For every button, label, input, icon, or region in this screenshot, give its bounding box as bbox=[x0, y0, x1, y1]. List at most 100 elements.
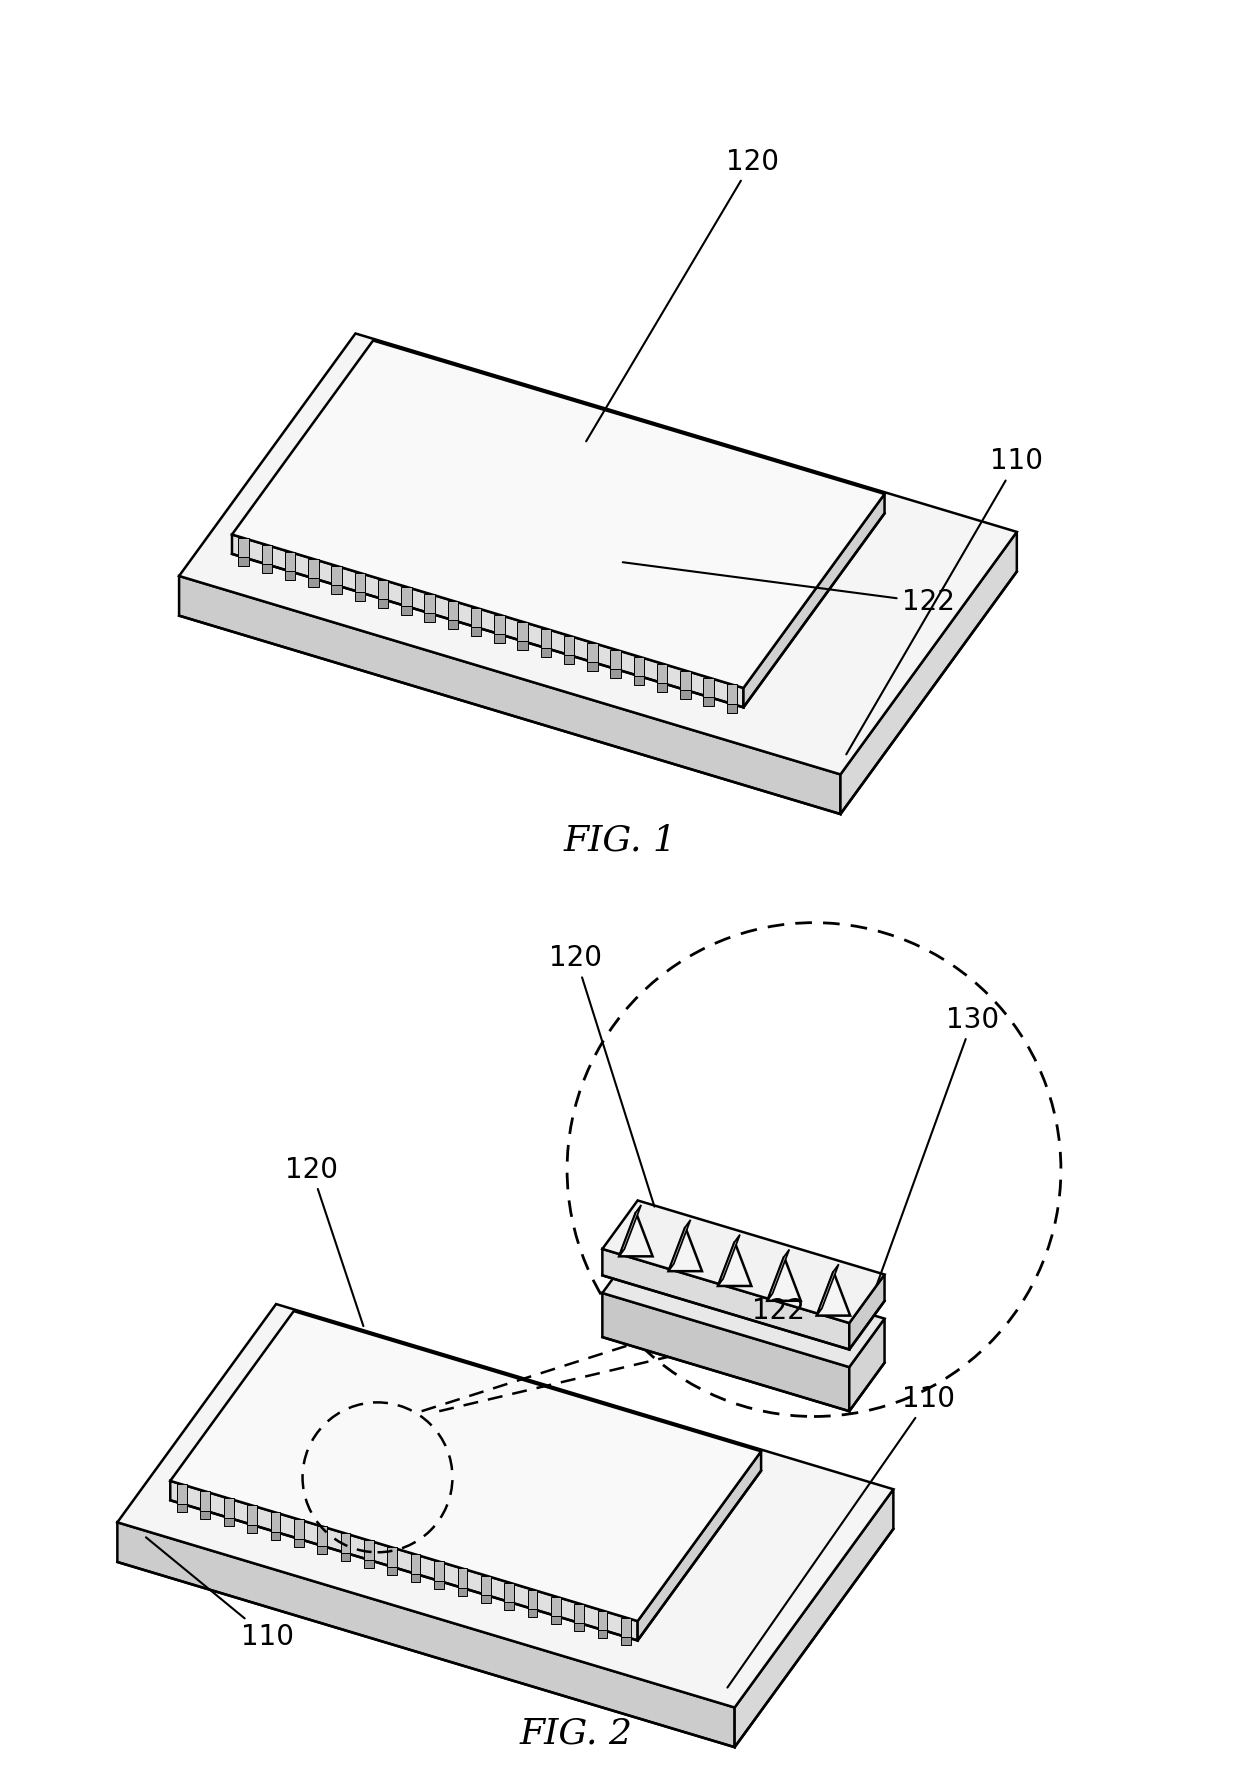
Polygon shape bbox=[603, 1249, 849, 1350]
Polygon shape bbox=[247, 1506, 257, 1524]
Polygon shape bbox=[680, 689, 691, 698]
Text: 110: 110 bbox=[728, 1386, 955, 1687]
Polygon shape bbox=[551, 1616, 560, 1623]
Polygon shape bbox=[201, 1492, 210, 1512]
Polygon shape bbox=[668, 1219, 691, 1271]
Polygon shape bbox=[179, 333, 1017, 774]
Polygon shape bbox=[841, 532, 1017, 813]
Polygon shape bbox=[365, 1559, 373, 1568]
Polygon shape bbox=[768, 1249, 790, 1301]
Polygon shape bbox=[238, 558, 249, 567]
Polygon shape bbox=[734, 1488, 893, 1747]
Polygon shape bbox=[621, 1637, 631, 1644]
Polygon shape bbox=[718, 1242, 751, 1286]
Polygon shape bbox=[637, 1451, 761, 1641]
Polygon shape bbox=[494, 615, 505, 634]
Polygon shape bbox=[331, 585, 342, 594]
Polygon shape bbox=[471, 608, 481, 627]
Polygon shape bbox=[308, 558, 319, 578]
Polygon shape bbox=[564, 636, 574, 656]
Polygon shape bbox=[471, 627, 481, 636]
Polygon shape bbox=[517, 641, 528, 650]
Polygon shape bbox=[410, 1554, 420, 1574]
Polygon shape bbox=[448, 620, 458, 629]
Text: 120: 120 bbox=[549, 944, 655, 1207]
Polygon shape bbox=[703, 677, 714, 696]
Polygon shape bbox=[680, 670, 691, 689]
Polygon shape bbox=[262, 546, 272, 565]
Polygon shape bbox=[355, 572, 365, 592]
Polygon shape bbox=[365, 1540, 373, 1559]
Polygon shape bbox=[587, 663, 598, 672]
Polygon shape bbox=[424, 613, 435, 622]
Text: 120: 120 bbox=[587, 147, 779, 441]
Polygon shape bbox=[434, 1581, 444, 1589]
Polygon shape bbox=[541, 649, 551, 657]
Polygon shape bbox=[224, 1499, 233, 1519]
Text: 130: 130 bbox=[877, 1006, 999, 1285]
Polygon shape bbox=[564, 656, 574, 664]
Polygon shape bbox=[505, 1582, 513, 1602]
Polygon shape bbox=[619, 1212, 652, 1256]
Polygon shape bbox=[170, 1311, 761, 1621]
Polygon shape bbox=[505, 1602, 513, 1609]
Polygon shape bbox=[118, 1304, 893, 1708]
Polygon shape bbox=[598, 1611, 608, 1630]
Polygon shape bbox=[270, 1531, 280, 1540]
Polygon shape bbox=[341, 1533, 351, 1552]
Text: 120: 120 bbox=[285, 1155, 363, 1325]
Polygon shape bbox=[308, 578, 319, 587]
Polygon shape bbox=[294, 1538, 304, 1547]
Polygon shape bbox=[744, 494, 884, 707]
Polygon shape bbox=[703, 696, 714, 705]
Polygon shape bbox=[285, 551, 295, 571]
Polygon shape bbox=[232, 535, 744, 707]
Polygon shape bbox=[424, 594, 435, 613]
Polygon shape bbox=[621, 1618, 631, 1637]
Text: FIG. 2: FIG. 2 bbox=[520, 1717, 632, 1751]
Text: 122: 122 bbox=[753, 1297, 805, 1325]
Polygon shape bbox=[224, 1519, 233, 1526]
Polygon shape bbox=[387, 1547, 397, 1566]
Polygon shape bbox=[355, 592, 365, 601]
Polygon shape bbox=[849, 1318, 884, 1411]
Polygon shape bbox=[727, 684, 737, 703]
Polygon shape bbox=[768, 1256, 801, 1301]
Polygon shape bbox=[481, 1595, 491, 1604]
Polygon shape bbox=[177, 1504, 187, 1512]
Polygon shape bbox=[610, 670, 621, 679]
Polygon shape bbox=[401, 587, 412, 606]
Polygon shape bbox=[481, 1575, 491, 1595]
Polygon shape bbox=[551, 1597, 560, 1616]
Polygon shape bbox=[179, 576, 841, 813]
Polygon shape bbox=[849, 1274, 884, 1350]
Polygon shape bbox=[603, 1200, 884, 1324]
Polygon shape bbox=[458, 1568, 467, 1588]
Polygon shape bbox=[718, 1235, 740, 1286]
Text: 110: 110 bbox=[146, 1538, 294, 1652]
Polygon shape bbox=[341, 1552, 351, 1561]
Polygon shape bbox=[294, 1519, 304, 1538]
Polygon shape bbox=[668, 1226, 702, 1271]
Polygon shape bbox=[817, 1263, 838, 1315]
Polygon shape bbox=[118, 1522, 734, 1747]
Polygon shape bbox=[285, 571, 295, 579]
Polygon shape bbox=[528, 1589, 537, 1609]
Polygon shape bbox=[170, 1481, 637, 1641]
Text: 122: 122 bbox=[622, 562, 955, 617]
Polygon shape bbox=[528, 1609, 537, 1616]
Polygon shape bbox=[610, 650, 621, 670]
Polygon shape bbox=[657, 682, 667, 691]
Polygon shape bbox=[634, 657, 644, 675]
Polygon shape bbox=[817, 1272, 851, 1315]
Polygon shape bbox=[574, 1604, 584, 1623]
Polygon shape bbox=[458, 1588, 467, 1597]
Polygon shape bbox=[574, 1623, 584, 1630]
Polygon shape bbox=[247, 1524, 257, 1533]
Polygon shape bbox=[619, 1205, 641, 1256]
Polygon shape bbox=[378, 579, 388, 599]
Polygon shape bbox=[603, 1244, 884, 1368]
Polygon shape bbox=[603, 1294, 849, 1411]
Polygon shape bbox=[177, 1485, 187, 1504]
Polygon shape bbox=[387, 1566, 397, 1575]
